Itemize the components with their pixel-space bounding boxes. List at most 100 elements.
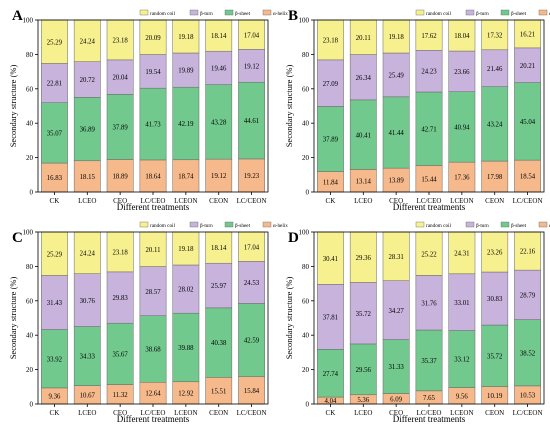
data-label: 22.81 — [47, 81, 62, 88]
data-label: 15.51 — [211, 388, 226, 395]
bar-segment — [139, 54, 167, 89]
y-axis-title: Secondary structure (%) — [284, 277, 294, 360]
panel-d: D 4.04 27.74 37.81 30.41 5.36 29.56 35.72 29.36 6… — [284, 221, 550, 424]
y-tick-label: 40 — [302, 120, 310, 128]
legend: random coil β-turn β-sheet α-helix — [139, 221, 288, 229]
panel-letter: C — [12, 230, 23, 246]
x-tick-label: LC/CEON — [513, 197, 543, 205]
data-label: 18.64 — [145, 174, 161, 181]
bar-segment — [349, 282, 377, 345]
legend-label: random coil — [150, 223, 175, 229]
data-label: 18.14 — [211, 33, 227, 40]
bar-segment — [205, 50, 233, 85]
y-axis-title: Secondary structure (%) — [8, 277, 18, 360]
bar-segment — [238, 376, 265, 405]
x-tick-label: LCEON — [450, 197, 473, 205]
data-label: 4.04 — [324, 398, 336, 405]
data-label: 19.12 — [244, 63, 260, 70]
data-label: 9.56 — [456, 393, 468, 400]
data-label: 34.33 — [80, 354, 96, 361]
panel-letter: D — [288, 230, 299, 246]
y-tick-label: 80 — [26, 51, 34, 59]
legend-swatch — [465, 9, 475, 16]
data-label: 18.54 — [520, 174, 536, 181]
legend-swatch — [500, 9, 510, 16]
data-label: 23.66 — [454, 69, 470, 76]
bar-segment — [514, 231, 541, 271]
data-label: 12.92 — [178, 390, 194, 397]
data-label: 35.07 — [47, 130, 63, 137]
data-label: 35.72 — [356, 311, 372, 318]
x-axis-title: Different treatments — [393, 414, 466, 424]
bar-segment — [382, 339, 410, 394]
bar-segment — [238, 49, 265, 83]
x-tick-label: LC/CEON — [237, 197, 267, 205]
data-label: 19.18 — [178, 34, 194, 41]
x-tick-label: CEON — [209, 197, 228, 205]
x-tick-label: CK — [326, 197, 336, 205]
x-tick-label: CK — [50, 197, 60, 205]
data-label: 17.98 — [487, 174, 503, 181]
bar-segment — [41, 162, 68, 193]
bar-segment — [514, 82, 541, 161]
data-label: 23.26 — [487, 250, 503, 257]
data-label: 11.84 — [323, 179, 339, 186]
y-tick-label: 80 — [302, 51, 310, 59]
data-label: 19.18 — [388, 34, 404, 41]
data-label: 34.27 — [388, 308, 404, 315]
y-tick-label: 0 — [306, 189, 310, 197]
bar-segment — [382, 52, 410, 98]
data-label: 20.21 — [520, 63, 535, 70]
legend-label: random coil — [150, 11, 175, 17]
bar-segment — [481, 271, 509, 326]
data-label: 31.76 — [421, 300, 437, 307]
x-tick-label: LCEO — [354, 197, 372, 205]
data-label: 29.83 — [112, 295, 128, 302]
bar-segment — [205, 158, 233, 193]
bar-segment — [514, 269, 541, 320]
legend-label: α-helix — [273, 223, 288, 229]
bar-segment — [382, 231, 410, 281]
bar-segment — [106, 59, 134, 95]
data-label: 24.53 — [244, 280, 260, 287]
bar-segment — [41, 231, 68, 276]
panel-letter: B — [288, 8, 298, 24]
data-label: 19.12 — [211, 173, 227, 180]
legend-label: β-sheet — [511, 11, 527, 17]
bar-segment — [448, 19, 476, 52]
bar-segment — [41, 329, 68, 389]
data-label: 38.52 — [520, 350, 536, 357]
data-label: 24.31 — [454, 251, 469, 258]
data-label: 18.15 — [80, 174, 96, 181]
bar-segment — [514, 19, 541, 49]
data-label: 10.67 — [80, 392, 96, 399]
data-label: 43.28 — [211, 119, 227, 126]
bar-segment — [106, 19, 134, 61]
data-label: 28.02 — [178, 287, 194, 294]
y-tick-label: 100 — [299, 17, 310, 25]
data-label: 16.83 — [47, 175, 63, 182]
bar-segment — [172, 86, 200, 161]
data-label: 29.56 — [356, 367, 372, 374]
data-label: 20.11 — [145, 247, 160, 254]
bar-segment — [106, 271, 134, 324]
bar-segment — [172, 231, 200, 266]
x-tick-label: LCEON — [174, 197, 197, 205]
data-label: 24.24 — [80, 250, 96, 257]
data-label: 40.38 — [211, 340, 227, 347]
panel-a: A 16.83 35.07 22.81 25.29 18.15 36.89 20.72 24.2… — [8, 8, 288, 212]
data-label: 35.72 — [487, 353, 503, 360]
bar-segment — [317, 231, 344, 285]
bar-segment — [205, 307, 233, 378]
data-label: 15.84 — [244, 388, 260, 395]
data-label: 25.97 — [211, 283, 227, 290]
data-label: 18.74 — [178, 173, 194, 180]
bar-segment — [514, 159, 541, 193]
data-label: 15.44 — [421, 176, 437, 183]
data-label: 11.32 — [113, 392, 129, 399]
legend-swatch — [189, 221, 199, 228]
data-label: 25.49 — [388, 73, 404, 80]
x-tick-label: CK — [326, 409, 336, 417]
bar-segment — [172, 312, 200, 383]
bar-segment — [139, 231, 167, 267]
